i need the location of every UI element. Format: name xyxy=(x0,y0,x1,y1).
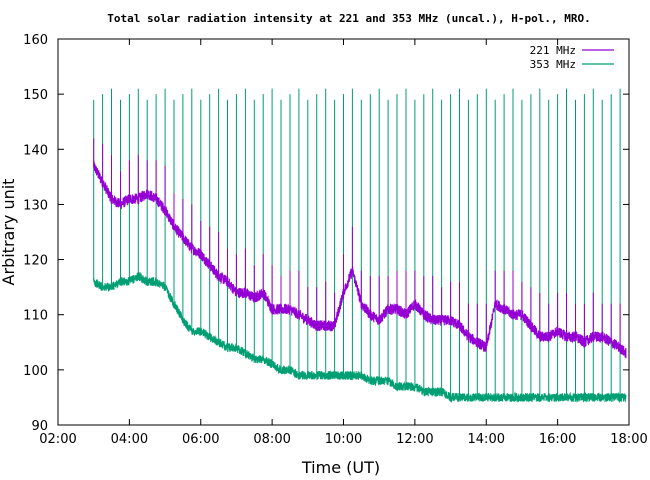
y-tick-label: 130 xyxy=(23,198,48,213)
x-tick-label: 18:00 xyxy=(610,432,647,447)
legend-label-353: 353 MHz xyxy=(530,58,576,71)
x-tick-label: 08:00 xyxy=(253,432,290,447)
ticks-layer: 02:00 04:00 06:00 08:00 10:00 12:00 14:00 16:00… xyxy=(23,33,648,447)
y-tick-label: 90 xyxy=(31,419,48,434)
y-tick-label: 120 xyxy=(23,254,48,269)
x-axis-label: Time (UT) xyxy=(301,458,380,477)
series-line-1 xyxy=(93,272,627,404)
y-tick-label: 150 xyxy=(23,88,48,103)
x-tick-label: 02:00 xyxy=(39,432,76,447)
x-tick-label: 06:00 xyxy=(182,432,219,447)
legend-label-221: 221 MHz xyxy=(530,44,576,57)
x-tick-label: 14:00 xyxy=(468,432,505,447)
y-tick-label: 110 xyxy=(23,309,48,324)
x-tick-label: 04:00 xyxy=(111,432,148,447)
series-layer xyxy=(93,88,627,404)
chart-title: Total solar radiation intensity at 221 a… xyxy=(107,12,590,25)
x-tick-label: 12:00 xyxy=(396,432,433,447)
y-tick-label: 160 xyxy=(23,33,48,48)
y-axis-label: Arbitrary unit xyxy=(0,179,18,286)
x-tick-label: 10:00 xyxy=(325,432,362,447)
x-tick-label: 16:00 xyxy=(539,432,576,447)
legend: 221 MHz 353 MHz xyxy=(530,44,614,71)
y-tick-label: 140 xyxy=(23,143,48,158)
y-tick-label: 100 xyxy=(23,364,48,379)
